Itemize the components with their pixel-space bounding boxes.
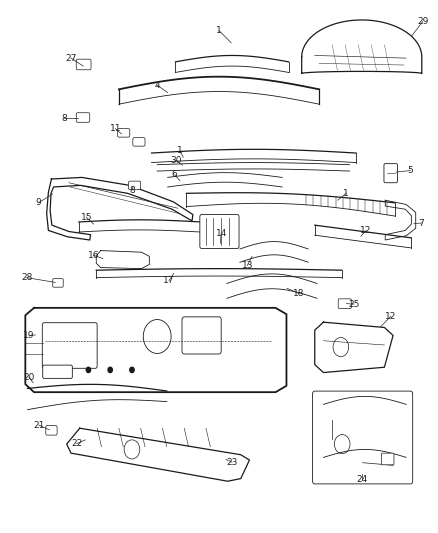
Circle shape xyxy=(130,367,134,373)
Polygon shape xyxy=(96,251,149,269)
Text: 23: 23 xyxy=(226,458,238,467)
Text: 1: 1 xyxy=(216,26,222,35)
FancyBboxPatch shape xyxy=(43,365,72,378)
Text: 15: 15 xyxy=(81,213,92,222)
FancyBboxPatch shape xyxy=(76,59,91,70)
Circle shape xyxy=(86,367,91,373)
Text: 27: 27 xyxy=(65,54,77,62)
FancyBboxPatch shape xyxy=(381,453,394,465)
Text: 1: 1 xyxy=(177,147,183,156)
Text: 12: 12 xyxy=(385,312,396,321)
Text: 5: 5 xyxy=(408,166,413,175)
Circle shape xyxy=(108,367,113,373)
Text: 12: 12 xyxy=(360,226,372,235)
Polygon shape xyxy=(385,200,416,240)
Text: 1: 1 xyxy=(343,189,349,198)
Text: 20: 20 xyxy=(23,373,35,382)
Text: 13: 13 xyxy=(241,261,253,270)
Polygon shape xyxy=(67,428,250,481)
FancyBboxPatch shape xyxy=(384,164,397,183)
Text: 30: 30 xyxy=(170,156,182,165)
Text: 24: 24 xyxy=(356,474,367,483)
Text: 28: 28 xyxy=(21,273,32,282)
Text: 11: 11 xyxy=(110,124,121,133)
Text: 7: 7 xyxy=(418,219,424,228)
Text: 4: 4 xyxy=(154,80,160,90)
FancyBboxPatch shape xyxy=(128,181,141,190)
FancyBboxPatch shape xyxy=(46,425,57,435)
FancyBboxPatch shape xyxy=(133,138,145,146)
Text: 19: 19 xyxy=(23,332,35,341)
Text: 16: 16 xyxy=(88,251,99,260)
Text: 18: 18 xyxy=(293,289,305,298)
Polygon shape xyxy=(25,308,286,392)
Text: 8: 8 xyxy=(129,185,135,195)
FancyBboxPatch shape xyxy=(53,279,63,287)
FancyBboxPatch shape xyxy=(117,128,130,137)
FancyBboxPatch shape xyxy=(313,391,413,484)
Polygon shape xyxy=(302,20,422,74)
Polygon shape xyxy=(315,322,393,373)
FancyBboxPatch shape xyxy=(200,215,239,248)
Text: 17: 17 xyxy=(163,276,175,285)
Text: 22: 22 xyxy=(71,439,82,448)
FancyBboxPatch shape xyxy=(182,317,221,354)
Text: 9: 9 xyxy=(35,198,41,207)
Polygon shape xyxy=(47,177,193,240)
Text: 6: 6 xyxy=(172,170,177,179)
Text: 8: 8 xyxy=(62,114,67,123)
Text: 25: 25 xyxy=(348,300,360,309)
FancyBboxPatch shape xyxy=(42,322,97,368)
Text: 21: 21 xyxy=(33,421,45,430)
Text: 14: 14 xyxy=(215,229,227,238)
FancyBboxPatch shape xyxy=(76,113,90,122)
FancyBboxPatch shape xyxy=(338,299,351,309)
Text: 29: 29 xyxy=(417,17,428,26)
